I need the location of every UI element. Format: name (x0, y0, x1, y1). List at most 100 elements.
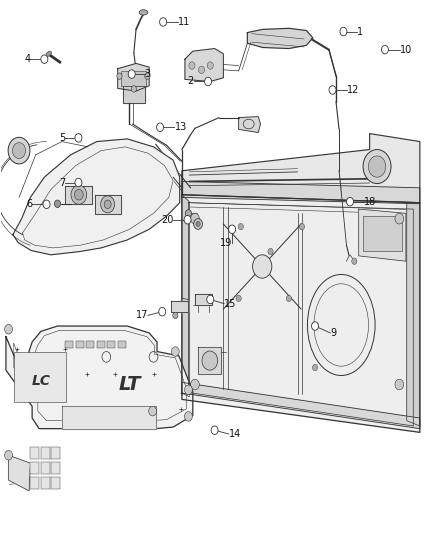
Circle shape (299, 223, 304, 230)
Circle shape (159, 18, 166, 26)
Bar (30, 462, 39, 474)
Polygon shape (182, 134, 420, 203)
Circle shape (74, 189, 83, 200)
Polygon shape (118, 63, 149, 91)
Circle shape (395, 379, 404, 390)
Circle shape (205, 77, 212, 86)
Circle shape (346, 197, 353, 206)
Circle shape (173, 312, 178, 319)
Bar (14, 352, 66, 402)
Polygon shape (95, 195, 121, 214)
Text: 12: 12 (347, 85, 359, 95)
Polygon shape (195, 294, 212, 305)
Polygon shape (247, 28, 313, 49)
Bar (51, 462, 60, 474)
Circle shape (202, 351, 218, 370)
Circle shape (75, 134, 82, 142)
Circle shape (198, 66, 205, 74)
Polygon shape (198, 348, 221, 374)
Text: 3: 3 (145, 69, 151, 79)
Polygon shape (123, 86, 145, 103)
Text: 7: 7 (59, 177, 65, 188)
Bar (41, 462, 49, 474)
Bar (65, 341, 73, 349)
Polygon shape (62, 406, 155, 429)
Circle shape (268, 248, 273, 255)
Text: 5: 5 (59, 133, 65, 143)
Circle shape (191, 213, 199, 224)
Text: 1: 1 (357, 27, 363, 37)
Polygon shape (182, 195, 420, 432)
Polygon shape (65, 185, 92, 204)
Circle shape (191, 379, 199, 390)
Bar (121, 71, 146, 86)
Circle shape (340, 27, 347, 36)
Circle shape (211, 426, 218, 434)
Text: 6: 6 (26, 199, 32, 209)
Text: 11: 11 (177, 17, 190, 27)
Circle shape (156, 123, 163, 132)
Circle shape (368, 156, 386, 177)
Circle shape (184, 411, 192, 421)
Circle shape (159, 308, 166, 316)
Text: 19: 19 (220, 238, 232, 247)
Circle shape (363, 150, 391, 183)
Text: 18: 18 (364, 197, 377, 207)
Circle shape (8, 138, 30, 164)
Polygon shape (9, 455, 30, 491)
Bar (97, 341, 105, 349)
Circle shape (207, 62, 213, 69)
Circle shape (75, 178, 82, 187)
Bar (51, 477, 60, 489)
Circle shape (184, 215, 191, 224)
Circle shape (238, 223, 244, 230)
Circle shape (104, 200, 111, 208)
Circle shape (5, 450, 12, 460)
Circle shape (43, 200, 50, 208)
Circle shape (395, 213, 404, 224)
Circle shape (329, 86, 336, 94)
Circle shape (12, 143, 25, 159)
Circle shape (171, 347, 179, 357)
Polygon shape (182, 181, 420, 204)
Circle shape (194, 219, 202, 229)
Ellipse shape (46, 51, 52, 56)
Circle shape (312, 365, 318, 370)
Circle shape (101, 196, 115, 213)
Polygon shape (13, 139, 180, 255)
Bar (51, 447, 60, 459)
Circle shape (207, 295, 214, 304)
Circle shape (352, 258, 357, 264)
Text: 13: 13 (174, 122, 187, 132)
Polygon shape (6, 326, 193, 429)
Text: 4: 4 (24, 54, 30, 64)
Bar (86, 341, 94, 349)
Polygon shape (239, 117, 261, 133)
Circle shape (184, 385, 192, 394)
Polygon shape (182, 195, 189, 397)
Polygon shape (182, 382, 420, 429)
Text: 10: 10 (400, 45, 413, 54)
Ellipse shape (139, 10, 148, 15)
Bar (41, 477, 49, 489)
Circle shape (149, 406, 156, 416)
Polygon shape (171, 301, 188, 312)
Circle shape (381, 45, 389, 54)
Bar (76, 341, 84, 349)
Bar (41, 447, 49, 459)
Circle shape (253, 255, 272, 278)
Text: 9: 9 (330, 328, 336, 338)
Circle shape (196, 221, 200, 227)
Bar (363, 216, 402, 251)
Circle shape (41, 55, 48, 63)
Circle shape (5, 325, 12, 334)
Polygon shape (359, 209, 406, 261)
Circle shape (236, 295, 241, 302)
Text: LT: LT (118, 375, 141, 394)
Circle shape (229, 225, 236, 233)
Circle shape (54, 200, 60, 207)
Circle shape (128, 70, 135, 78)
Text: LC: LC (32, 374, 50, 388)
Text: 2: 2 (187, 77, 194, 86)
Bar (107, 341, 115, 349)
